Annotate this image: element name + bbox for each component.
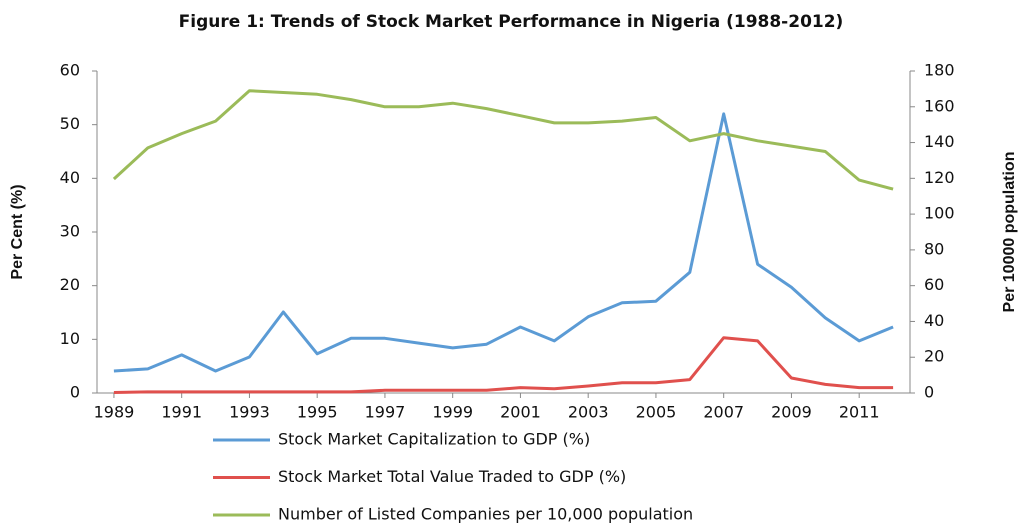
- y-tick-label: 0: [70, 383, 80, 402]
- y2-tick-label: 100: [924, 204, 955, 223]
- y-tick-label: 40: [60, 168, 80, 187]
- x-tick-label: 1989: [94, 403, 135, 422]
- x-tick-label: 1995: [297, 403, 338, 422]
- chart-title: Figure 1: Trends of Stock Market Perform…: [179, 12, 844, 32]
- x-tick-label: 2009: [771, 403, 812, 422]
- series-line: [113, 336, 894, 394]
- y2-axis-label: Per 10000 population: [1001, 152, 1018, 313]
- y-tick-label: 60: [60, 61, 80, 80]
- x-tick-label: 1991: [161, 403, 202, 422]
- y2-tick-label: 180: [924, 61, 955, 80]
- y-tick-label: 10: [60, 329, 80, 348]
- legend-label: Stock Market Total Value Traded to GDP (…: [278, 467, 626, 486]
- y2-tick-label: 120: [924, 168, 955, 187]
- y2-tick-label: 0: [924, 383, 934, 402]
- x-tick-label: 2011: [839, 403, 880, 422]
- x-tick-label: 1997: [365, 403, 406, 422]
- y2-tick-label: 60: [924, 275, 944, 294]
- y-tick-label: 30: [60, 222, 80, 241]
- x-tick-label: 2005: [636, 403, 677, 422]
- x-tick-label: 2007: [703, 403, 744, 422]
- y-axis-label: Per Cent (%): [9, 184, 26, 279]
- y-tick-label: 50: [60, 114, 80, 133]
- series-line: [113, 112, 894, 373]
- y2-tick-label: 40: [924, 311, 944, 330]
- y2-tick-label: 80: [924, 239, 944, 258]
- x-tick-label: 2001: [500, 403, 541, 422]
- y-tick-label: 20: [60, 275, 80, 294]
- legend-label: Stock Market Capitalization to GDP (%): [278, 430, 590, 449]
- y2-tick-label: 140: [924, 132, 955, 151]
- x-tick-label: 1999: [432, 403, 473, 422]
- x-tick-label: 2003: [568, 403, 609, 422]
- y2-tick-label: 160: [924, 96, 955, 115]
- series-line: [112, 89, 894, 191]
- x-tick-label: 1993: [229, 403, 270, 422]
- y2-tick-label: 20: [924, 347, 944, 366]
- legend-label: Number of Listed Companies per 10,000 po…: [278, 505, 693, 524]
